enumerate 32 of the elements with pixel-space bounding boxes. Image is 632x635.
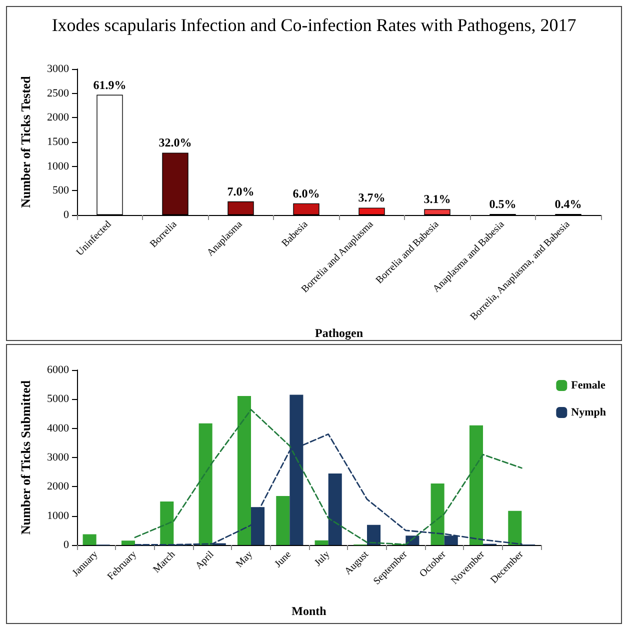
annotation: 0.5% <box>489 197 516 212</box>
annotation: 3.7% <box>358 190 386 205</box>
y-tick-label: 1500 <box>47 136 70 148</box>
x-axis-title: Pathogen <box>315 326 364 340</box>
annotation: 6.0% <box>292 186 320 200</box>
y-tick-label: 4000 <box>47 422 70 434</box>
y-tick-label: 0 <box>64 539 70 551</box>
y-tick-label: 0 <box>64 209 70 221</box>
y-tick-label: 3000 <box>47 452 70 464</box>
y-axis-title: Number of Ticks Tested <box>18 75 33 208</box>
chart-title: Ixodes scapularis Infection and Co-infection Rates with Pathogens, 2017 <box>52 15 576 35</box>
annotation: 3.1% <box>424 192 451 206</box>
annotation: 61.9% <box>93 78 126 92</box>
legend-label: Female <box>571 380 606 392</box>
y-tick-label: 5000 <box>47 393 70 406</box>
annotation: 32.0% <box>158 136 192 150</box>
x-tick-label: June <box>272 548 294 570</box>
y-tick-label: 1000 <box>47 510 70 522</box>
y-tick-label: 2000 <box>47 112 70 124</box>
y-tick-label: 500 <box>52 184 70 197</box>
y-tick-label: 1000 <box>47 160 70 172</box>
legend-label: Nymph <box>571 406 606 418</box>
y-tick-label: 2000 <box>47 480 70 493</box>
y-axis-title: Number of Ticks Submitted <box>18 380 33 535</box>
x-axis-title: Month <box>292 604 327 618</box>
annotation: 7.0% <box>227 184 254 198</box>
x-tick-label: July <box>312 549 332 569</box>
y-tick-label: 6000 <box>47 364 70 376</box>
x-tick-label: May <box>234 549 255 570</box>
y-tick-label: 3000 <box>47 63 70 75</box>
y-tick-label: 2500 <box>47 87 70 100</box>
annotation: 0.4% <box>554 197 582 212</box>
